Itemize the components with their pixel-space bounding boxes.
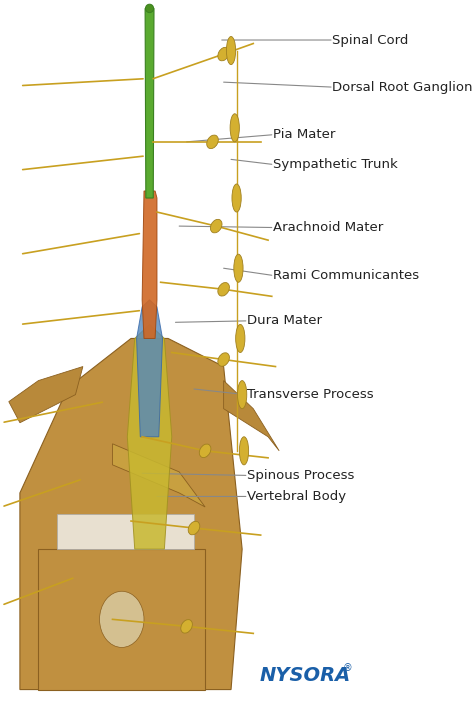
Ellipse shape [232,184,241,212]
Text: Arachnoid Mater: Arachnoid Mater [273,221,383,234]
Text: Spinous Process: Spinous Process [246,469,354,482]
Polygon shape [145,8,154,198]
Polygon shape [20,338,242,689]
Ellipse shape [188,521,200,535]
Text: Sympathetic Trunk: Sympathetic Trunk [273,158,397,171]
Ellipse shape [227,37,236,65]
Polygon shape [142,191,157,338]
Polygon shape [112,443,205,507]
Text: Rami Communicantes: Rami Communicantes [273,269,419,282]
Polygon shape [224,381,279,450]
Ellipse shape [237,381,247,409]
Polygon shape [38,549,205,689]
Ellipse shape [218,352,229,367]
Ellipse shape [181,620,192,633]
Polygon shape [57,514,194,549]
Ellipse shape [146,4,154,13]
Text: Spinal Cord: Spinal Cord [332,34,408,47]
Ellipse shape [200,444,211,458]
Text: ®: ® [342,663,352,673]
Text: Dura Mater: Dura Mater [246,314,321,327]
Ellipse shape [218,283,229,296]
Polygon shape [128,324,172,549]
Ellipse shape [230,114,239,142]
Text: Vertebral Body: Vertebral Body [246,490,346,503]
Text: NYSORA: NYSORA [259,666,351,685]
Text: Pia Mater: Pia Mater [273,128,335,141]
Polygon shape [137,300,163,437]
Ellipse shape [207,135,219,149]
Ellipse shape [210,219,222,233]
Ellipse shape [100,591,144,647]
Ellipse shape [236,324,245,352]
Polygon shape [9,367,83,423]
Ellipse shape [218,47,229,61]
Ellipse shape [234,255,243,282]
Text: Transverse Process: Transverse Process [246,388,373,401]
Text: Dorsal Root Ganglion: Dorsal Root Ganglion [332,80,472,94]
Ellipse shape [239,437,249,465]
